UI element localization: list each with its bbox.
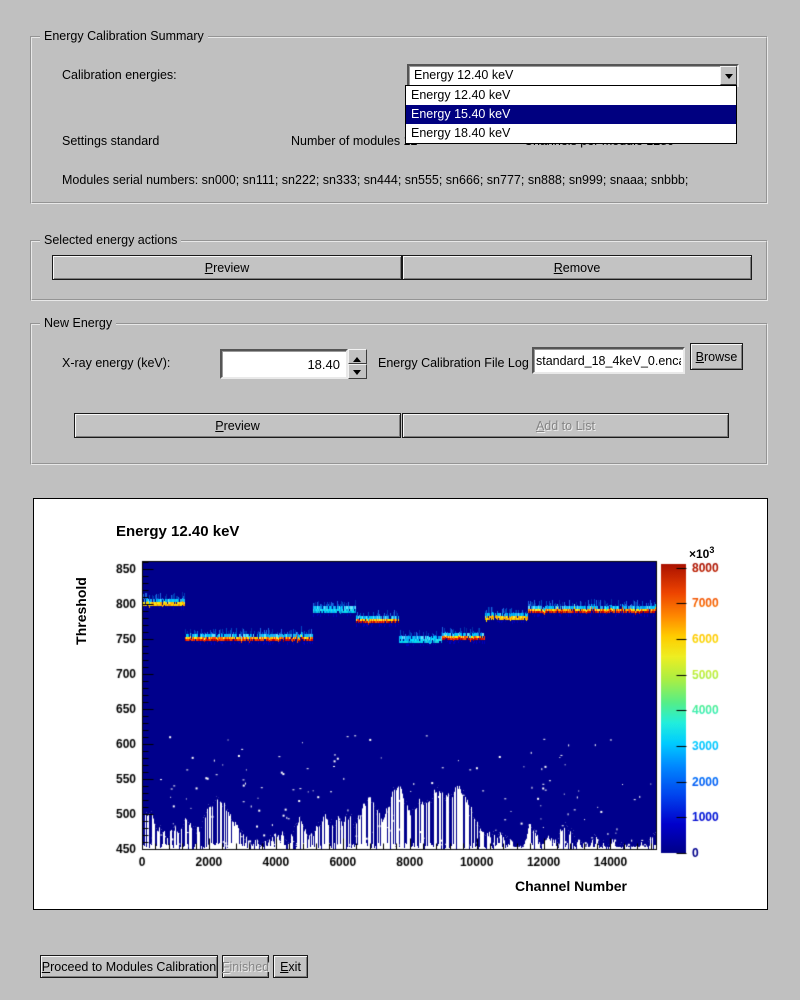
spin-up-button[interactable] [348,349,367,364]
group-energy-calibration-summary: Energy Calibration Summary Calibration e… [30,29,768,204]
histogram-canvas [34,499,767,909]
histogram-panel: Energy 12.40 keV Threshold Channel Numbe… [33,498,768,910]
file-log-label: Energy Calibration File Log [378,356,529,370]
group-title: Energy Calibration Summary [40,29,208,43]
group-new-energy: New Energy X-ray energy (keV): Energy Ca… [30,316,768,465]
xray-energy-label: X-ray energy (keV): [62,356,171,370]
combobox-value: Energy 12.40 keV [414,68,514,82]
chart-x-axis-title: Channel Number [514,878,628,894]
xray-energy-input[interactable] [220,349,348,379]
dropdown-item-2[interactable]: Energy 18.40 keV [411,126,511,140]
settings-standard-label: Settings standard [62,134,160,148]
spin-down-icon [353,370,361,379]
modules-serial-numbers-label: Modules serial numbers: sn000; sn111; sn… [62,173,689,187]
combobox-dropdown-button[interactable] [720,66,737,85]
file-log-input[interactable] [532,347,685,374]
calibration-energies-combobox[interactable]: Energy 12.40 keV [407,64,739,87]
calibration-energies-dropdown: Energy 12.40 keV Energy 15.40 keV Energy 1… [405,85,737,144]
dropdown-item-0[interactable]: Energy 12.40 keV [411,88,511,102]
colorbar-exponent-label: ×103 [689,545,715,561]
dropdown-item-1[interactable]: Energy 15.40 keV [406,105,736,124]
chart-y-axis-title: Threshold [73,577,89,645]
calibration-energies-label: Calibration energies: [62,68,177,82]
spin-down-button[interactable] [348,364,367,379]
group-title: New Energy [40,316,117,330]
chevron-down-icon [725,74,733,83]
xray-energy-spinner [348,349,367,379]
spin-up-icon [353,353,361,362]
number-of-modules-label: Number of modules 12 [291,134,418,148]
chart-title: Energy 12.40 keV [116,523,240,540]
group-title: Selected energy actions [40,233,182,247]
